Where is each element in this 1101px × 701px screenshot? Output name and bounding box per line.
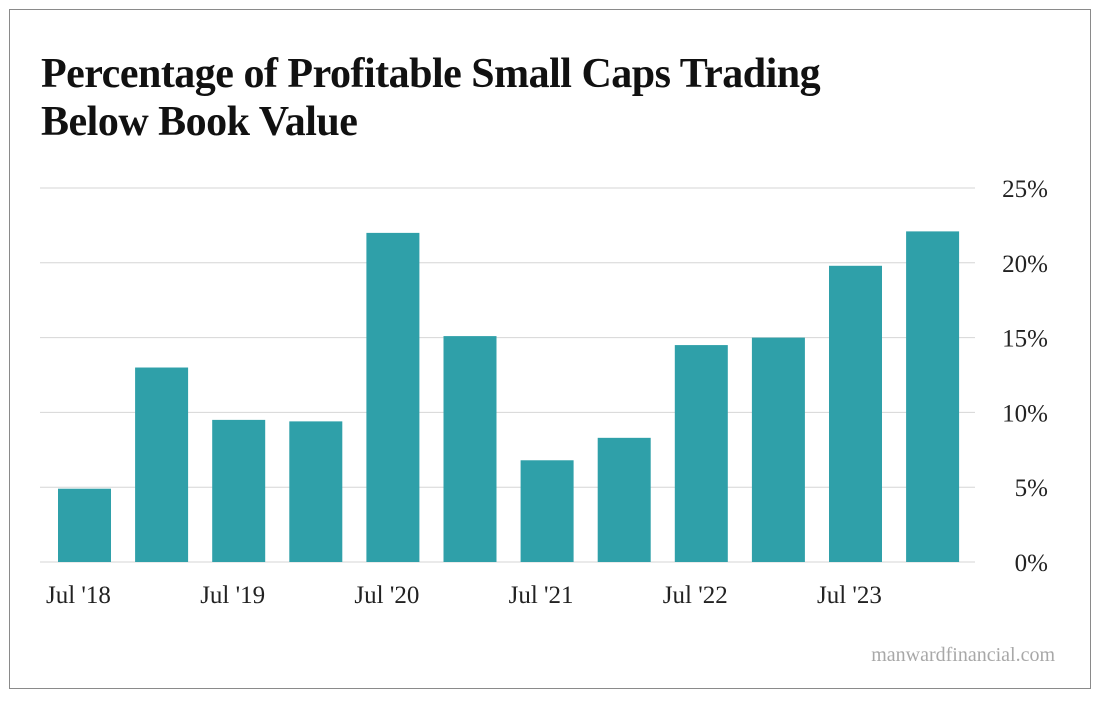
x-tick-label: Jul '18 bbox=[46, 582, 111, 609]
bar bbox=[443, 336, 497, 562]
source-credit: manwardfinancial.com bbox=[871, 644, 1055, 666]
bar bbox=[135, 367, 189, 562]
x-tick-label: Jul '22 bbox=[663, 582, 728, 609]
x-tick-label: Jul '20 bbox=[354, 582, 419, 609]
bar bbox=[58, 488, 111, 562]
bar bbox=[751, 337, 805, 562]
y-tick-label: 25% bbox=[1002, 176, 1048, 203]
bar bbox=[906, 231, 960, 562]
y-tick-label: 15% bbox=[1002, 326, 1048, 353]
bar bbox=[597, 437, 651, 562]
x-tick-label: Jul '19 bbox=[200, 582, 265, 609]
y-tick-label: 0% bbox=[1015, 550, 1048, 577]
y-tick-label: 5% bbox=[1015, 475, 1048, 502]
chart-title: Percentage of Profitable Small Caps Trad… bbox=[41, 50, 821, 146]
bar bbox=[520, 460, 574, 562]
bar bbox=[366, 232, 420, 562]
bar bbox=[212, 419, 266, 562]
bar bbox=[829, 265, 882, 562]
bar bbox=[674, 345, 728, 562]
title-line-2: Below Book Value bbox=[41, 99, 358, 145]
x-tick-label: Jul '21 bbox=[509, 582, 574, 609]
bar bbox=[289, 421, 343, 562]
title-line-1: Percentage of Profitable Small Caps Trad… bbox=[41, 51, 821, 97]
chart-frame bbox=[9, 9, 1091, 689]
x-tick-label: Jul '23 bbox=[817, 582, 882, 609]
y-tick-label: 10% bbox=[1002, 400, 1048, 427]
y-tick-label: 20% bbox=[1002, 251, 1048, 278]
